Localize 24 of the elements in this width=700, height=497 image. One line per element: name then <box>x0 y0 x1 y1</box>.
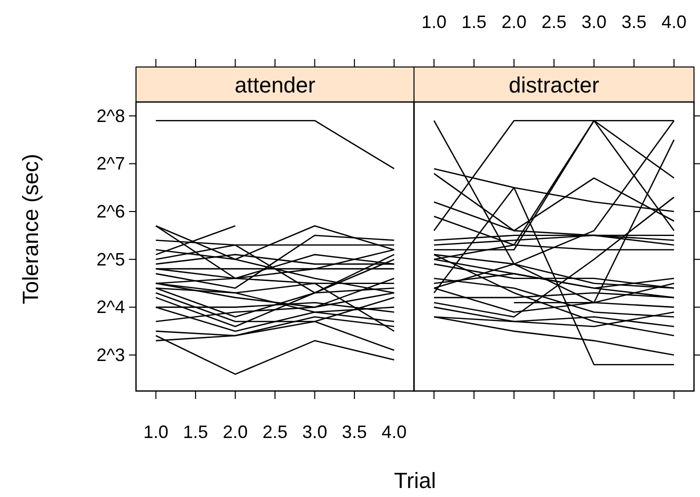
x-tick-label: 2.0 <box>501 12 527 32</box>
y-tick-label: 2^3 <box>96 345 125 366</box>
x-tick-label: 1.5 <box>461 12 487 32</box>
x-tick-label: 3.5 <box>342 422 367 442</box>
x-axis-title: Trial <box>394 468 436 493</box>
y-axis-title: Tolerance (sec) <box>18 154 43 304</box>
x-tick-label: 1.0 <box>143 422 168 442</box>
x-tick-label: 4.0 <box>382 422 407 442</box>
x-tick-label: 3.5 <box>621 12 647 32</box>
x-tick-label: 2.5 <box>262 422 288 442</box>
x-tick-label: 1.0 <box>421 12 447 32</box>
x-tick-label: 3.0 <box>581 12 607 32</box>
x-tick-label: 4.0 <box>661 12 687 32</box>
y-tick-label: 2^7 <box>96 154 125 174</box>
x-tick-label: 2.5 <box>541 12 567 32</box>
x-tick-label: 2.0 <box>222 422 248 442</box>
y-tick-label: 2^4 <box>96 297 125 318</box>
x-tick-label: 1.5 <box>183 422 208 442</box>
y-tick-label: 2^8 <box>96 106 125 126</box>
chart-title: distracter <box>508 72 600 98</box>
x-tick-label: 3.0 <box>302 422 328 442</box>
y-tick-label: 2^5 <box>96 249 125 270</box>
y-tick-label: 2^6 <box>96 202 125 222</box>
chart-title: attender <box>234 72 316 98</box>
